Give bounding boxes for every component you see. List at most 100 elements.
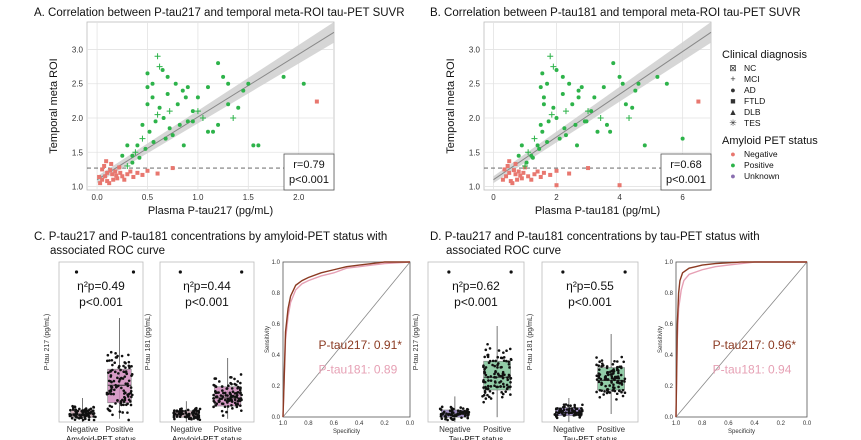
jitter-point [573,409,577,413]
jitter-point [444,416,448,419]
data-point-positive [230,115,237,121]
data-point-positive [194,108,201,115]
y-tick-label: 0.6 [665,322,674,328]
data-point-positive [205,129,210,134]
jitter-point [223,391,227,395]
jitter-point [484,366,488,369]
jitter-point [500,395,504,399]
jitter-point [461,407,465,410]
jitter-point [78,407,81,411]
data-point-negative [115,176,120,181]
jitter-point [578,409,581,413]
jitter-point [613,389,617,393]
jitter-point [483,391,487,394]
jitter-point [172,415,176,419]
jitter-point [235,405,239,409]
jitter-point [113,361,117,364]
roc-auc-ptau217: P-tau217: 0.96* [713,338,797,352]
jitter-point [450,413,454,417]
jitter-point [491,363,494,367]
effect-p: p<0.001 [454,295,498,309]
data-point-positive [592,95,597,100]
jitter-point [581,403,584,407]
y-axis-title: Sensitivity [658,326,664,353]
data-point-positive [538,122,543,127]
jitter-point [615,368,619,372]
data-point-negative [504,174,509,179]
jitter-point [118,377,122,381]
jitter-point [119,368,122,372]
x-tick-label: 0 [491,193,496,202]
x-tick-label: 1.0 [672,421,681,427]
jitter-point [109,374,113,377]
jitter-point [602,393,605,396]
jitter-point [493,380,497,383]
jitter-point [175,410,179,413]
data-point-positive [567,81,572,86]
jitter-point [597,368,601,371]
roc-curve-ptau217 [675,261,807,418]
x-tick-label: 0.0 [406,421,415,427]
jitter-point [493,384,496,388]
x-tick-label: Negative [553,425,585,434]
circle-icon: ● [730,170,736,181]
data-point-positive [541,102,546,107]
correlation-r: r=0.68 [670,159,702,171]
jitter-point [215,391,219,394]
outlier-point [131,270,136,274]
jitter-point [606,378,610,381]
jitter-point [173,409,176,412]
jitter-point [119,400,123,403]
jitter-point [130,395,133,399]
jitter-point [70,416,74,420]
jitter-point [218,380,221,383]
jitter-point [83,410,86,413]
jitter-point [493,364,497,368]
jitter-point [488,359,492,363]
data-point-negative [128,169,133,174]
effect-size: η²p=0.44 [183,279,231,293]
jitter-point [598,360,601,364]
data-point-positive [608,129,613,134]
jitter-point [571,408,574,412]
jitter-point [235,393,239,397]
jitter-point [109,389,113,393]
jitter-point [217,400,221,404]
data-point-positive [175,102,180,107]
data-point-positive [154,53,161,60]
data-point-positive [135,143,140,148]
jitter-point [130,365,133,368]
jitter-point [214,385,218,388]
data-point-positive [554,68,559,72]
data-point-positive [633,88,638,93]
y-tick-label: 1.0 [72,183,84,192]
data-point-negative [108,168,113,173]
data-point-positive [585,108,592,115]
data-point-positive [120,153,125,158]
jitter-point [501,374,504,378]
jitter-point [122,392,126,395]
jitter-point [124,366,127,369]
jitter-point [106,371,110,374]
jitter-point [113,370,117,374]
jitter-point [566,404,570,407]
data-point-negative [521,170,526,175]
data-point-positive [516,153,521,158]
data-point-negative [548,172,553,177]
legend-item-tes: ✳ TES [722,117,818,128]
jitter-point [484,348,488,352]
legend-label: DLB [744,106,761,117]
x-tick-label: Negative [67,425,99,434]
x-tick-label: Positive [483,425,512,434]
jitter-point [109,392,113,396]
jitter-point [108,409,112,413]
jitter-point [567,408,571,412]
jitter-point [461,412,465,415]
legend-item-nc: ⊠ NC [722,62,818,73]
data-point-positive [185,85,190,90]
data-point-negative [554,168,559,173]
data-point-positive [519,143,524,148]
x-tick-label: 0.6 [330,421,339,427]
y-axis-title: P-tau 217 (pg/mL) [413,314,420,370]
